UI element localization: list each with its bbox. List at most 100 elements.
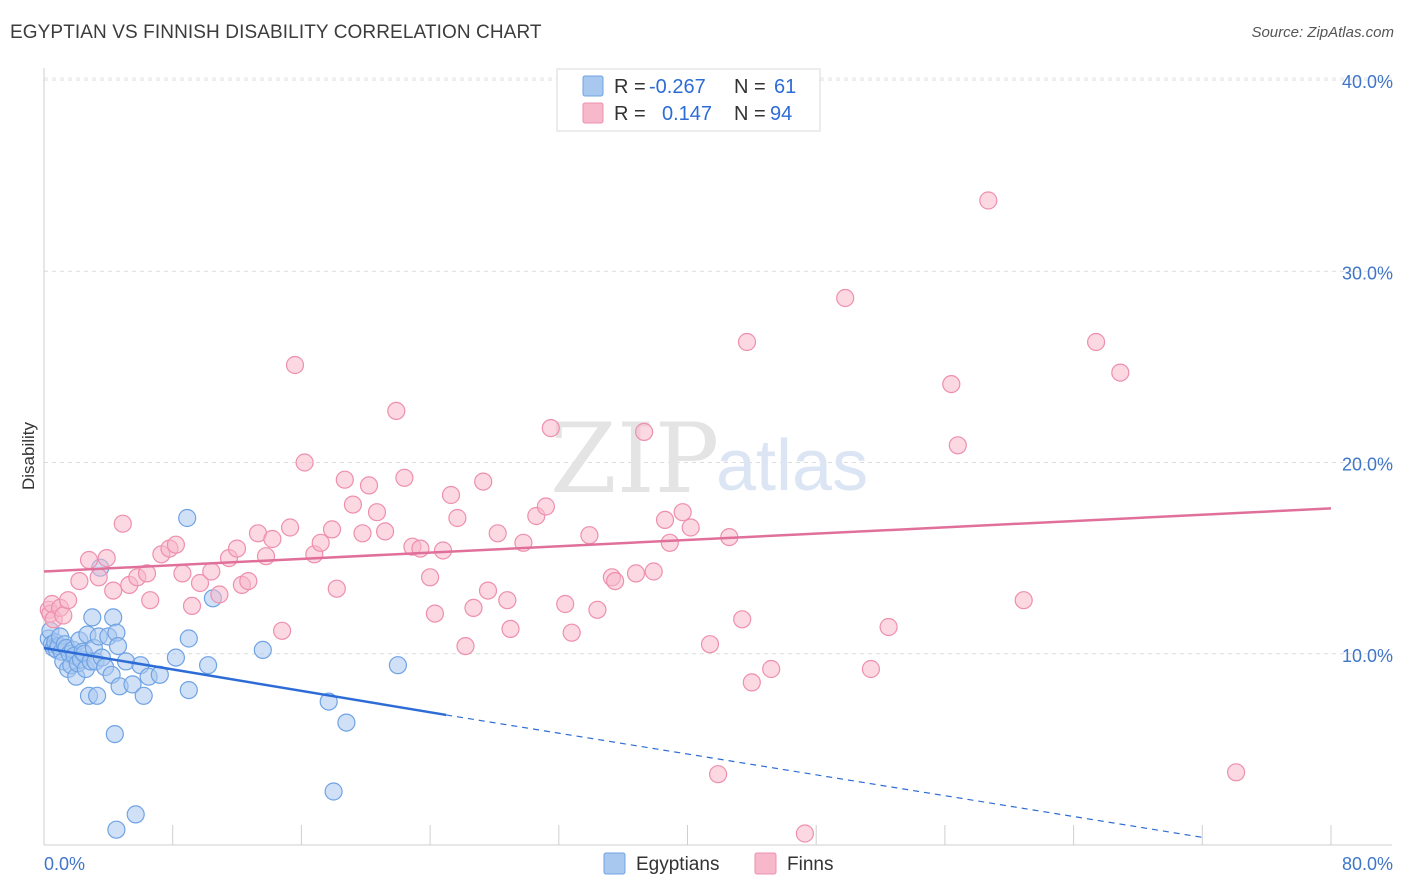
egyptians-point-43 [123, 675, 142, 694]
chart-title: EGYPTIAN VS FINNISH DISABILITY CORRELATI… [10, 22, 542, 43]
finns-point-37 [311, 533, 330, 552]
egyptians-point-57 [324, 782, 343, 801]
legend-swatch-finns [582, 102, 604, 124]
finns-point-51 [425, 604, 444, 623]
egyptians-point-60 [126, 805, 145, 824]
finns-point-43 [359, 476, 379, 495]
bottom-legend-label-finns: Finns [787, 854, 833, 875]
trend-lines [43, 507, 1332, 838]
finns-point-10 [97, 548, 116, 568]
finns-point-11 [104, 581, 123, 600]
watermark-atlas: atlas [716, 426, 868, 506]
egyptians-point-52 [199, 656, 218, 675]
egyptians-point-41 [108, 636, 128, 656]
finns-point-8 [79, 550, 99, 570]
finns-point-32 [273, 621, 292, 640]
finns-point-54 [448, 508, 467, 528]
finns-point-72 [626, 564, 646, 583]
series-finns [39, 191, 1246, 843]
y-tick-label-3: 40.0% [1342, 72, 1393, 92]
egyptians-point-54 [253, 640, 272, 660]
egyptians-point-48 [166, 648, 185, 667]
finns-point-47 [395, 468, 414, 487]
bottom-legend: Egyptians Finns [603, 852, 833, 875]
finns-point-82 [733, 610, 752, 629]
finns-point-95 [1111, 363, 1130, 382]
finns-point-64 [536, 497, 556, 516]
finns-point-21 [182, 596, 202, 616]
y-tick-label-1: 20.0% [1342, 455, 1393, 475]
legend-n-label-0: N = [734, 76, 766, 98]
finns-point-67 [562, 623, 581, 642]
finns-point-39 [327, 579, 346, 598]
finns-point-20 [173, 564, 192, 583]
x-tick-label-min: 0.0% [44, 854, 85, 874]
finns-point-78 [681, 518, 700, 537]
finns-point-31 [263, 529, 282, 549]
finns-point-5 [54, 606, 73, 625]
finns-point-50 [421, 568, 440, 587]
egyptians-point-30 [87, 686, 107, 705]
x-tick-label-max: 80.0% [1342, 854, 1393, 874]
finns-point-26 [227, 539, 247, 558]
finns-point-28 [239, 571, 258, 591]
finns-point-12 [113, 514, 132, 533]
finns-point-75 [655, 510, 675, 530]
watermark-zip: ZIP [550, 403, 719, 515]
finns-point-92 [979, 191, 998, 210]
bottom-legend-swatch-finns [754, 852, 777, 875]
legend-swatch-egyptians [582, 75, 604, 97]
egyptians-point-45 [134, 686, 153, 705]
egyptians-point-49 [179, 629, 198, 648]
data-points [39, 191, 1246, 843]
finns-point-45 [376, 522, 395, 541]
finns-point-22 [190, 573, 210, 593]
finns-point-68 [580, 526, 599, 545]
finns-point-42 [353, 524, 372, 543]
legend: R = -0.267 N = 61 R = 0.147 N = 94 [556, 68, 821, 132]
finns-point-53 [441, 485, 461, 505]
finns-point-59 [488, 524, 507, 543]
finns-point-6 [58, 591, 78, 610]
finns-point-79 [700, 635, 720, 654]
finns-point-55 [456, 636, 475, 656]
finns-point-58 [478, 581, 498, 600]
finns-point-24 [210, 585, 229, 604]
egyptians-point-50 [179, 680, 198, 700]
legend-n-label-1: N = [734, 103, 766, 125]
egyptians-point-39 [105, 724, 124, 744]
finns-point-77 [673, 503, 692, 522]
finns-point-71 [605, 571, 625, 591]
axes [43, 68, 1392, 846]
trend-line-finns [43, 507, 1332, 573]
egyptians-point-27 [83, 608, 102, 627]
finns-point-93 [1014, 591, 1033, 610]
finns-point-19 [166, 535, 185, 554]
finns-point-69 [588, 600, 607, 619]
watermark: ZIP atlas [550, 403, 868, 515]
y-axis-title: Disability [19, 421, 38, 490]
finns-point-65 [541, 419, 560, 438]
egyptians-point-58 [388, 656, 407, 675]
finns-point-46 [387, 401, 406, 420]
finns-point-66 [556, 594, 575, 614]
finns-point-7 [70, 571, 89, 591]
finns-point-85 [762, 659, 781, 679]
finns-point-41 [343, 495, 362, 514]
finns-point-56 [464, 598, 483, 618]
finns-point-60 [498, 591, 517, 610]
finns-point-34 [285, 355, 305, 375]
egyptians-point-56 [337, 713, 356, 732]
finns-point-16 [141, 591, 160, 610]
finns-point-89 [879, 617, 898, 637]
trend-line-egyptians [43, 646, 447, 717]
finns-point-61 [501, 619, 520, 639]
finns-point-76 [660, 533, 679, 552]
y-tick-label-2: 30.0% [1342, 263, 1393, 283]
finns-point-73 [634, 422, 654, 441]
y-tick-labels: 10.0% 20.0% 30.0% 40.0% [1342, 72, 1393, 666]
finns-point-96 [1226, 763, 1246, 782]
finns-point-74 [644, 562, 663, 581]
legend-n-value-1: 94 [770, 103, 792, 125]
